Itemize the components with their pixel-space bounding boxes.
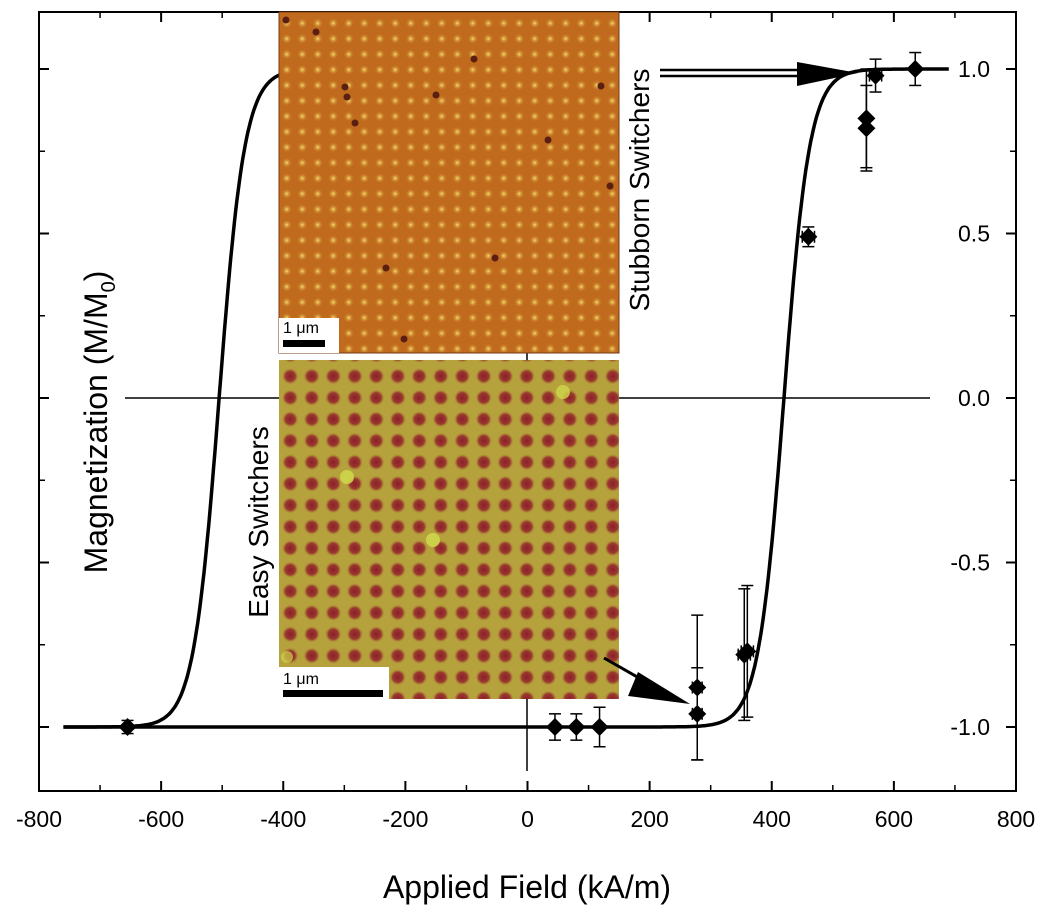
data-points xyxy=(118,51,925,761)
y-tick-label: -0.5 xyxy=(950,550,990,576)
inset-top-image: 1 μm xyxy=(278,11,620,354)
diamond-marker xyxy=(906,60,925,78)
x-tick-label: -600 xyxy=(138,806,184,832)
diamond-marker xyxy=(590,718,609,736)
data-point xyxy=(688,667,707,761)
data-point xyxy=(118,718,137,736)
x-tick-label: 800 xyxy=(997,806,1035,832)
x-tick-label: 0 xyxy=(521,806,534,832)
y-tick-label: 0.0 xyxy=(958,385,990,411)
stubborn-switchers-label: Stubborn Switchers xyxy=(624,69,655,312)
axis-ticks: -800 -600 -400 -200 0 200 400 600 800 -1.0 -0.5 0.0… xyxy=(16,12,1035,832)
y-axis-title-main: Magnetization (M/M xyxy=(78,292,114,573)
y-tick-label: 0.5 xyxy=(958,221,990,247)
diamond-marker xyxy=(857,119,876,138)
inset-bottom-image: 1 μm xyxy=(279,360,619,699)
x-tick-label: 600 xyxy=(875,806,913,832)
diamond-marker xyxy=(688,704,707,723)
data-point xyxy=(906,51,925,87)
y-tick-label: 1.0 xyxy=(958,56,990,82)
data-point xyxy=(590,706,609,748)
ascending-branch-curve xyxy=(63,67,949,729)
data-point xyxy=(738,584,757,718)
easy-switchers-label: Easy Switchers xyxy=(243,426,274,617)
x-tick-label: -800 xyxy=(16,806,62,832)
data-point xyxy=(857,84,876,172)
x-tick-label: 400 xyxy=(753,806,791,832)
scale-bar-top-label: 1 μm xyxy=(283,320,319,337)
x-tick-label: -400 xyxy=(260,806,306,832)
data-point xyxy=(799,226,818,248)
diamond-marker xyxy=(799,227,818,246)
data-point xyxy=(567,713,586,741)
y-tick-label: -1.0 xyxy=(950,714,990,740)
y-axis-title-sub: 0 xyxy=(98,281,120,292)
scale-bar-bottom-label: 1 μm xyxy=(283,671,319,688)
hysteresis-curves xyxy=(63,67,949,729)
x-tick-label: -200 xyxy=(382,806,428,832)
x-axis-title: Applied Field (kA/m) xyxy=(383,869,671,905)
easy-arrow xyxy=(603,656,690,704)
diamond-marker xyxy=(118,718,137,736)
data-point xyxy=(545,713,564,741)
diamond-marker xyxy=(567,718,586,736)
diamond-marker xyxy=(866,66,885,85)
y-axis-title: Magnetization (M/M0) xyxy=(78,271,120,574)
stubborn-arrow xyxy=(660,62,858,86)
diamond-marker xyxy=(738,642,757,661)
diamond-marker xyxy=(545,718,564,736)
data-point xyxy=(866,58,885,93)
x-tick-label: 200 xyxy=(630,806,668,832)
y-axis-title-close: ) xyxy=(78,271,114,282)
